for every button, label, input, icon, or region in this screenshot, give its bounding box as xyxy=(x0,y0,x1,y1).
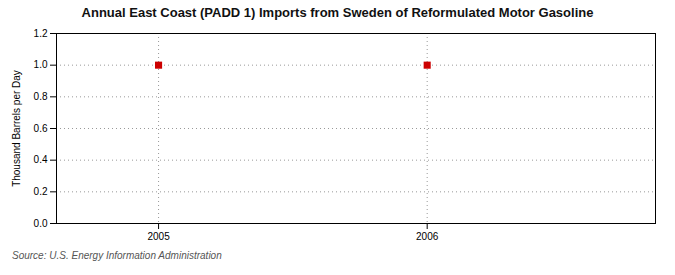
svg-text:1.0: 1.0 xyxy=(34,59,48,70)
svg-text:0.0: 0.0 xyxy=(34,218,48,229)
html-text:Annual East Coast (PADD 1) Imp: Annual East Coast (PADD 1) Imports from … xyxy=(81,5,594,20)
html-text:Source: U.S. Energy Informatio: Source: U.S. Energy Information Administ… xyxy=(12,250,222,261)
svg-text:2006: 2006 xyxy=(416,231,439,242)
svg-text:Thousand Barrels per Day: Thousand Barrels per Day xyxy=(11,70,22,187)
svg-text:2005: 2005 xyxy=(147,231,170,242)
svg-text:0.6: 0.6 xyxy=(34,123,48,134)
svg-text:0.2: 0.2 xyxy=(34,186,48,197)
svg-text:1.2: 1.2 xyxy=(34,28,48,39)
svg-text:0.8: 0.8 xyxy=(34,91,48,102)
svg-text:0.4: 0.4 xyxy=(34,154,48,165)
